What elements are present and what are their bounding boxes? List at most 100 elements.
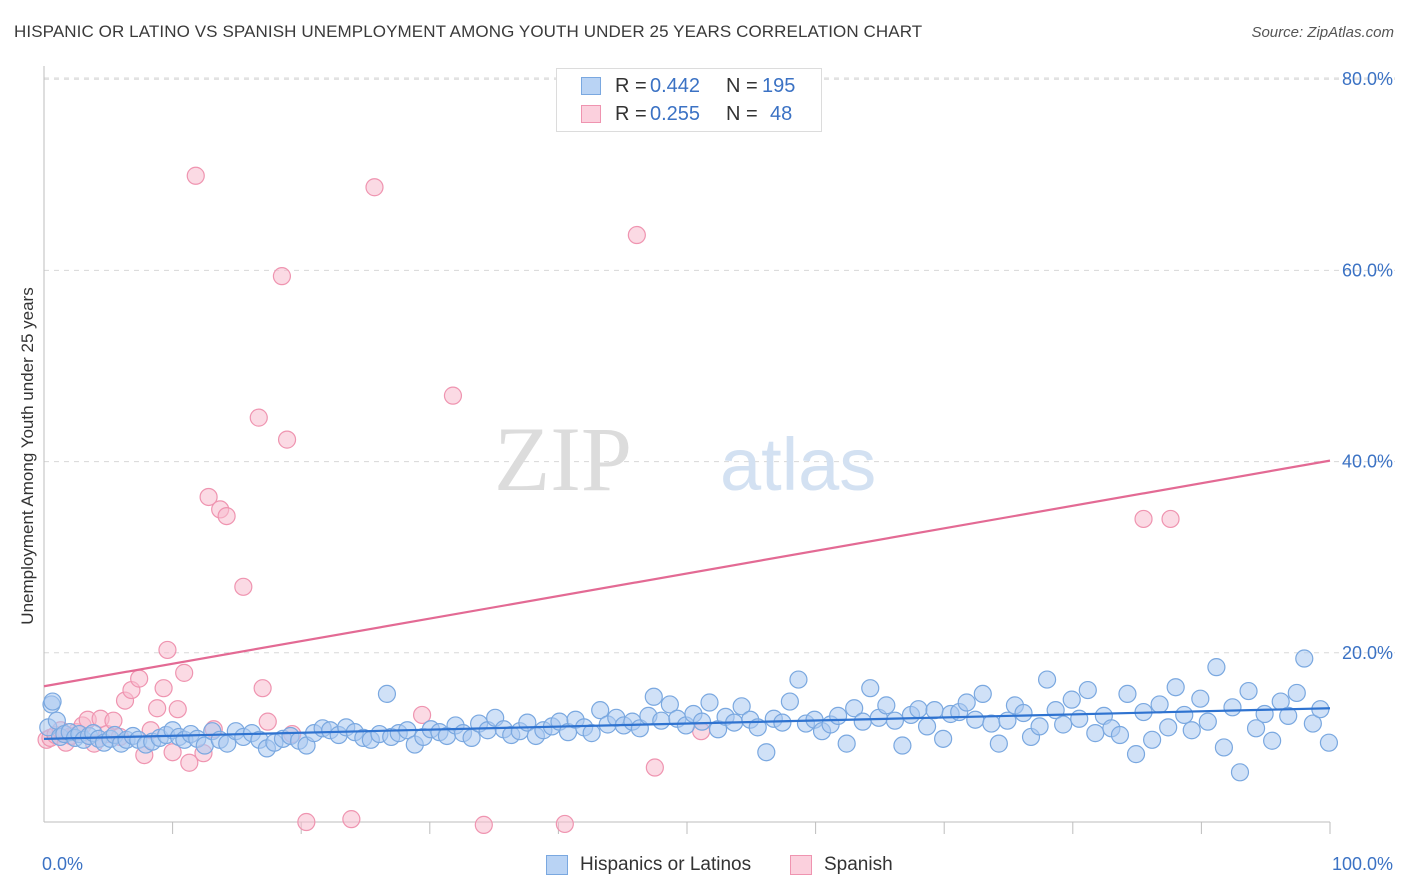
hispanic-point <box>837 734 856 753</box>
hispanic-point <box>732 697 751 716</box>
spanish-point <box>234 577 253 596</box>
x-tick-label-end: 100.0% <box>1332 854 1393 874</box>
hispanic-point <box>1126 745 1146 764</box>
hispanic-point <box>853 712 872 731</box>
hispanic-point <box>780 692 799 711</box>
spanish-trend-line <box>43 459 1331 688</box>
hispanic-point <box>1159 718 1178 737</box>
hispanic-point <box>1287 683 1306 703</box>
watermark-atlas: atlas <box>720 423 876 506</box>
hispanic-point <box>1279 706 1298 725</box>
hispanic-point <box>1230 763 1250 782</box>
spanish-point <box>443 386 463 405</box>
spanish-point <box>217 506 236 526</box>
y-tick-label: 80.0% <box>1342 69 1393 89</box>
tick-labels: 20.0% 40.0% 60.0% 80.0% 0.0% 100.0% <box>42 69 1393 874</box>
hispanic-point <box>989 734 1008 753</box>
hispanic-point <box>877 696 896 715</box>
hispanic-point <box>1239 681 1258 701</box>
hispanic-point <box>1118 684 1137 704</box>
r-value-pink: 0.255 <box>650 103 701 125</box>
spanish-point <box>180 753 199 772</box>
hispanic-point <box>700 693 719 712</box>
spanish-point <box>253 679 272 698</box>
hispanic-trend-line <box>43 707 1331 740</box>
hispanic-point <box>1070 709 1089 728</box>
blue-swatch <box>581 77 601 95</box>
hispanic-point <box>1319 733 1339 752</box>
hispanic-point <box>757 743 776 762</box>
hispanic-point <box>692 712 712 731</box>
hispanic-point <box>43 692 62 711</box>
spanish-point <box>555 814 574 834</box>
hispanic-points <box>39 649 1339 782</box>
hispanic-point <box>789 670 808 689</box>
spanish-point <box>412 705 432 725</box>
y-tick-label: 60.0% <box>1342 260 1393 280</box>
hispanic-point <box>582 724 601 743</box>
spanish-point <box>1134 509 1153 529</box>
spanish-point <box>277 430 297 449</box>
hispanic-point <box>1062 690 1081 709</box>
spanish-point <box>474 815 493 834</box>
hispanic-point <box>1175 705 1194 725</box>
hispanic-point <box>652 711 671 730</box>
hispanic-point <box>1223 698 1242 717</box>
spanish-point <box>365 178 384 197</box>
hispanic-point <box>845 699 864 718</box>
spanish-point <box>175 663 194 682</box>
y-axis-label: Unemployment Among Youth under 25 years <box>18 287 37 624</box>
legend-swatch-blue <box>546 855 568 875</box>
legend-label-spanish: Spanish <box>824 854 893 875</box>
watermark-zip: ZIP <box>494 408 632 510</box>
hispanic-point <box>893 736 912 755</box>
spanish-point <box>186 166 205 185</box>
hispanic-point <box>925 701 944 720</box>
hispanic-point <box>591 701 610 720</box>
hispanic-point <box>982 714 1001 733</box>
spanish-point <box>163 743 182 762</box>
n-value-blue: 195 <box>762 75 796 97</box>
hispanic-point <box>885 711 905 730</box>
hispanic-point <box>644 687 663 706</box>
hispanic-point <box>377 684 397 704</box>
hispanic-point <box>917 717 937 736</box>
n-label-blue: N = <box>726 75 758 97</box>
r-label-blue: R = <box>615 75 647 97</box>
hispanic-point <box>773 713 792 732</box>
spanish-point <box>297 812 316 832</box>
hispanic-point <box>1078 680 1097 700</box>
hispanic-point <box>829 706 848 725</box>
r-value-blue: 0.442 <box>650 75 701 97</box>
y-tick-label: 20.0% <box>1342 643 1393 663</box>
stats-box: R = 0.442 N = 195 R = 0.255 N = 48 <box>556 68 822 132</box>
hispanic-point <box>1303 714 1322 733</box>
hispanic-point <box>966 710 985 729</box>
legend-item-hispanic[interactable]: Hispanics or Latinos <box>546 852 751 878</box>
axes <box>43 66 1331 834</box>
spanish-point <box>158 640 177 660</box>
spanish-point <box>258 712 277 731</box>
legend-swatch-pink <box>790 855 812 875</box>
legend-item-spanish[interactable]: Spanish <box>790 852 893 878</box>
hispanic-point <box>1198 712 1217 731</box>
hispanic-point <box>1037 670 1057 689</box>
hispanic-point <box>1086 724 1105 743</box>
hispanic-point <box>909 700 928 719</box>
hispanic-point <box>1207 658 1226 677</box>
hispanic-point <box>1295 649 1314 668</box>
hispanic-point <box>1214 738 1234 757</box>
hispanic-point <box>1030 717 1049 736</box>
hispanic-point <box>1110 725 1130 745</box>
hispanic-point <box>1263 731 1282 750</box>
n-label-pink: N = <box>726 103 758 125</box>
hispanic-point <box>973 684 992 704</box>
legend-label-hispanic: Hispanics or Latinos <box>580 854 752 875</box>
hispanic-point <box>1054 715 1073 734</box>
source-label: Source: ZipAtlas.com <box>1251 24 1394 41</box>
spanish-point <box>249 408 268 427</box>
trend-lines <box>43 459 1331 740</box>
grid-lines <box>44 77 1395 654</box>
hispanic-point <box>861 679 880 698</box>
